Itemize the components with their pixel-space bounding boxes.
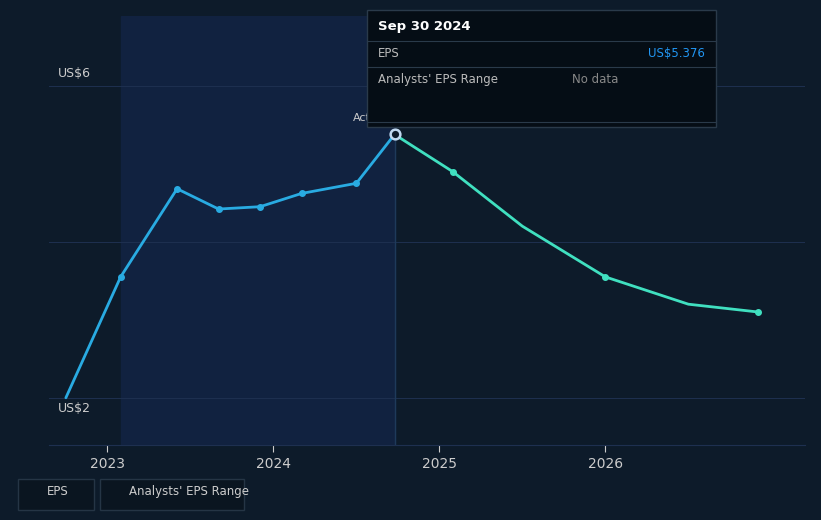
Text: US$2: US$2 [57, 401, 90, 415]
Wedge shape [111, 487, 118, 502]
Wedge shape [28, 487, 35, 502]
Text: Actual: Actual [353, 113, 388, 123]
Text: EPS: EPS [378, 47, 399, 60]
Text: Sep 30 2024: Sep 30 2024 [378, 20, 470, 33]
Text: Analysts Forecasts: Analysts Forecasts [405, 113, 508, 123]
Wedge shape [103, 487, 111, 502]
Text: Analysts' EPS Range: Analysts' EPS Range [129, 485, 249, 498]
Text: US$5.376: US$5.376 [649, 47, 705, 60]
Wedge shape [35, 487, 43, 502]
Bar [121, 16, 395, 445]
Text: Analysts' EPS Range: Analysts' EPS Range [378, 73, 498, 86]
Text: EPS: EPS [47, 485, 68, 498]
Text: US$6: US$6 [57, 67, 90, 80]
Text: No data: No data [572, 73, 618, 86]
